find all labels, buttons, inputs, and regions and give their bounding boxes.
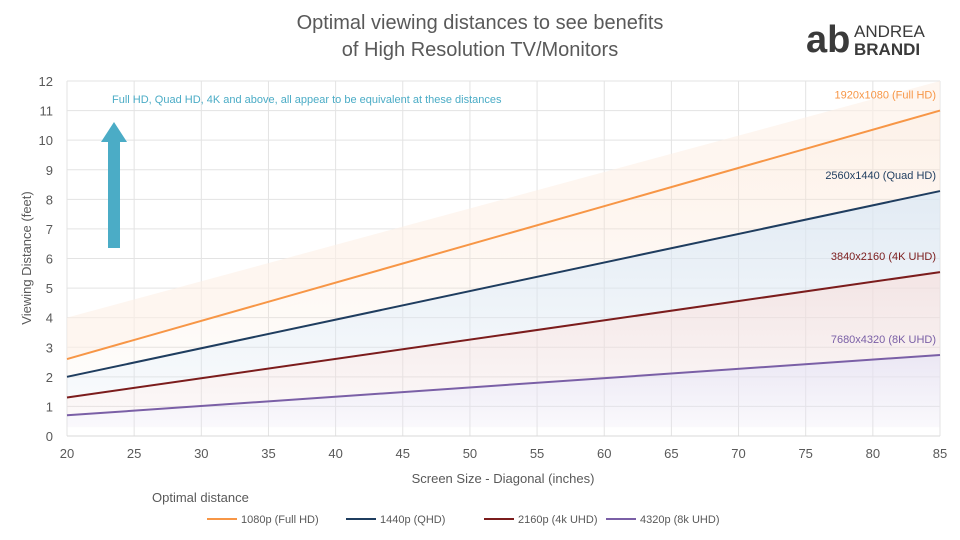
title-line-2: of High Resolution TV/Monitors	[341, 39, 619, 61]
x-tick-label: 50	[463, 446, 477, 461]
y-tick-label: 8	[46, 192, 53, 207]
x-tick-label: 45	[396, 446, 410, 461]
andrea-brandi-logo: ab ANDREA BRANDI	[806, 20, 926, 60]
y-tick-label: 7	[46, 222, 53, 237]
x-axis-label: Screen Size - Diagonal (inches)	[412, 471, 595, 486]
series-label: 1920x1080 (Full HD)	[835, 90, 937, 102]
series-label: 7680x4320 (8K UHD)	[831, 334, 936, 346]
x-tick-label: 80	[866, 446, 880, 461]
y-tick-label: 10	[39, 133, 53, 148]
series-line	[66, 271, 941, 399]
x-tick-label: 55	[530, 446, 544, 461]
x-tick-label: 40	[328, 446, 342, 461]
series-label: 3840x2160 (4K UHD)	[831, 251, 936, 263]
chart-title: Optimal viewing distances to see benefit…	[0, 10, 960, 64]
y-tick-label: 12	[39, 74, 53, 89]
x-tick-label: 65	[664, 446, 678, 461]
legend-entry: 2160p (4k UHD)	[518, 514, 597, 526]
legend-entry: 1440p (QHD)	[380, 514, 445, 526]
legend-entry: 4320p (8k UHD)	[640, 514, 719, 526]
band-3	[67, 354, 940, 428]
x-tick-label: 60	[597, 446, 611, 461]
y-tick-label: 6	[46, 252, 53, 267]
legend: 1080p (Full HD) 1440p (QHD) 2160p (4k UHD)…	[207, 514, 719, 526]
arrow-up-icon	[101, 122, 127, 248]
logo-line-2: BRANDI	[854, 40, 920, 59]
x-tick-label: 25	[127, 446, 141, 461]
band-0	[67, 110, 940, 377]
x-tick-label: 75	[798, 446, 812, 461]
y-tick-label: 11	[40, 104, 54, 119]
y-tick-label: 1	[46, 399, 53, 414]
band-2	[67, 272, 940, 416]
annotation-text: Full HD, Quad HD, 4K and above, all appe…	[112, 94, 502, 106]
logo-mark: ab	[806, 20, 850, 60]
legend-entry: 1080p (Full HD)	[241, 514, 319, 526]
series-line	[66, 190, 941, 378]
y-tick-label: 4	[46, 311, 53, 326]
series-line	[66, 109, 941, 361]
y-tick-label: 0	[46, 429, 53, 444]
y-axis-label: Viewing Distance (feet)	[19, 191, 34, 324]
legend-title: Optimal distance	[152, 490, 249, 505]
series-line	[66, 353, 941, 417]
band-1	[67, 191, 940, 398]
x-tick-label: 20	[60, 446, 74, 461]
x-tick-label: 70	[731, 446, 745, 461]
y-tick-label: 3	[46, 340, 53, 355]
x-tick-label: 30	[194, 446, 208, 461]
y-tick-label: 5	[46, 281, 53, 296]
logo-line-1: ANDREA	[854, 22, 926, 41]
y-tick-label: 9	[46, 163, 53, 178]
series-label: 2560x1440 (Quad HD)	[825, 170, 936, 182]
x-tick-label: 35	[261, 446, 275, 461]
band-above-1080p	[67, 81, 940, 360]
x-tick-label: 85	[933, 446, 947, 461]
title-line-1: Optimal viewing distances to see benefit…	[296, 12, 664, 34]
y-tick-label: 2	[46, 370, 53, 385]
